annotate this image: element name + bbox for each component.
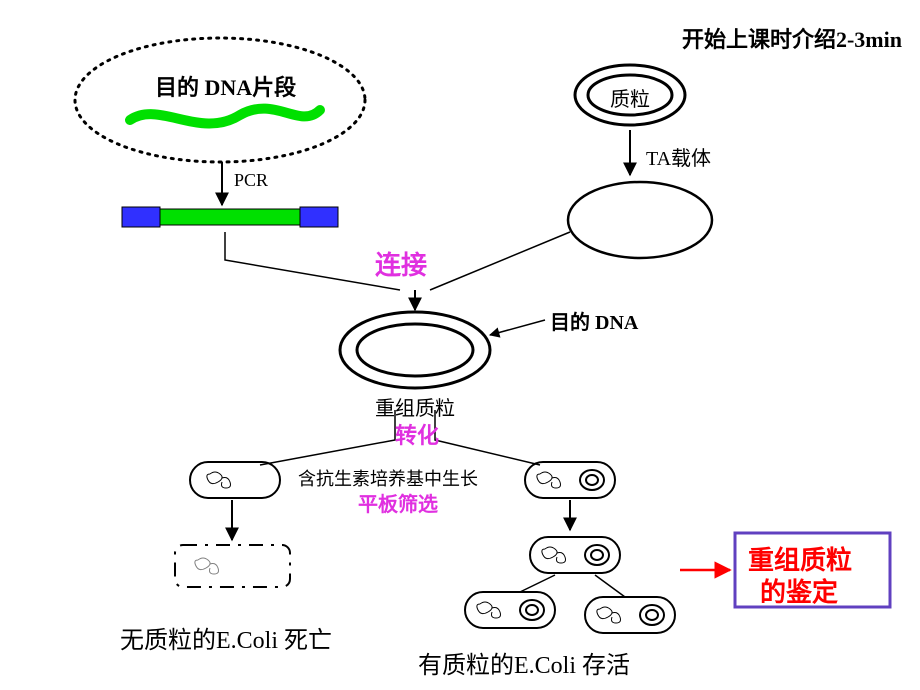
with-plasmid-survive-label: 有质粒的E.Coli 存活 (418, 645, 630, 680)
bact-with-plasmid-3a (465, 592, 555, 628)
ta-label: TA载体 (646, 142, 711, 171)
bact-dead (175, 545, 290, 587)
bact-with-plasmid-1 (525, 462, 615, 498)
bact-with-plasmid-2 (530, 537, 620, 573)
ligation-label: 连接 (375, 245, 427, 282)
divide-line-a (520, 575, 555, 592)
identify-label-2: 的鉴定 (760, 572, 838, 609)
title-note: 开始上课时介绍2-3min (682, 22, 902, 54)
arrow-targetdna-pointer (490, 320, 545, 335)
pcr-product (122, 207, 338, 227)
bact-with-plasmid-3b (585, 597, 675, 633)
pcr-label: PCR (234, 170, 268, 191)
recomb-plasmid-label: 重组质粒 (375, 392, 455, 421)
no-plasmid-death-label: 无质粒的E.Coli 死亡 (120, 620, 332, 655)
line-right-converge (430, 232, 570, 290)
target-dna2-label: 目的 DNA (550, 306, 638, 335)
ta-vector (568, 182, 712, 258)
transform-label: 转化 (395, 418, 439, 450)
divide-line-b (595, 575, 625, 597)
recombinant-plasmid (340, 312, 490, 388)
target-dna-label: 目的 DNA片段 (155, 70, 296, 102)
plate-screen-label: 平板筛选 (358, 488, 438, 517)
line-left-converge (225, 232, 400, 290)
target-dna-strand (130, 109, 320, 124)
bact-no-plasmid (190, 462, 280, 498)
plasmid-label: 质粒 (610, 83, 650, 112)
